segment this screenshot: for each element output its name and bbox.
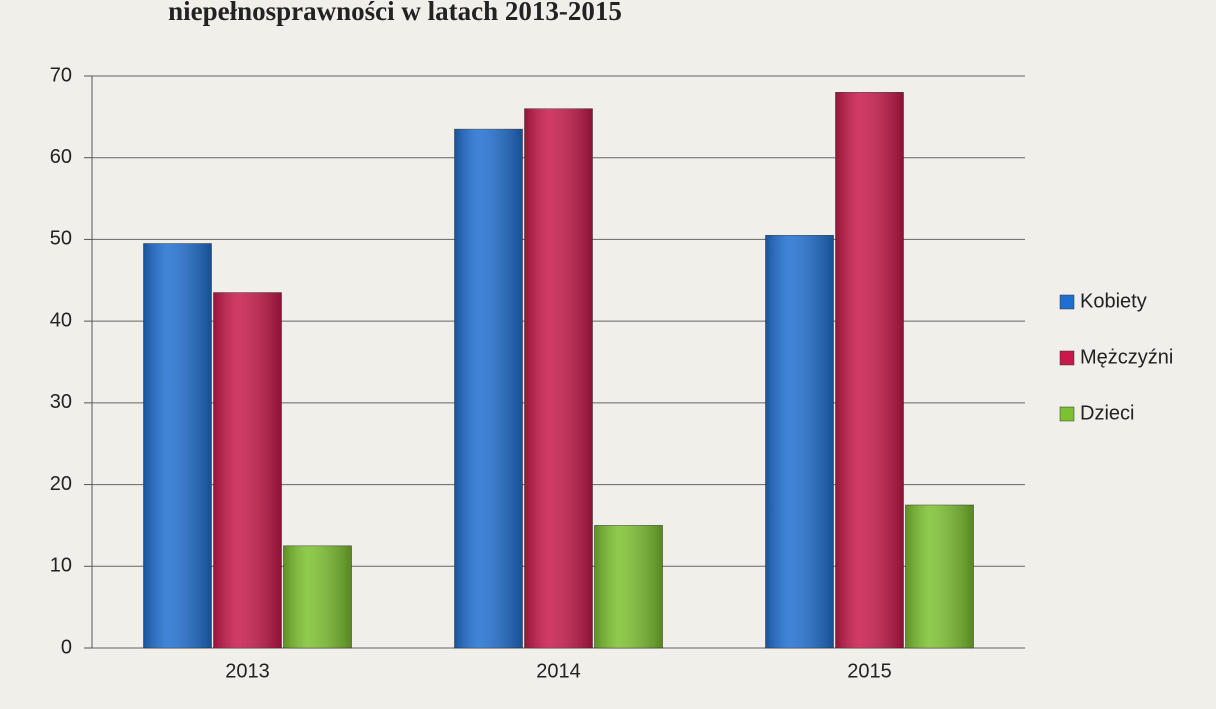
x-tick-label: 2015 — [847, 660, 892, 682]
bar-shade — [835, 92, 904, 649]
y-tick-label: 40 — [50, 309, 72, 331]
bar-shade — [524, 108, 593, 648]
bar-shade — [594, 525, 663, 648]
x-tick-label: 2014 — [536, 660, 581, 682]
bar-shade — [765, 235, 834, 649]
y-tick-label: 50 — [50, 228, 72, 250]
legend-label: Kobiety — [1080, 290, 1147, 312]
chart-title: niepełnosprawności w latach 2013-2015 — [168, 0, 622, 26]
y-tick-label: 60 — [50, 146, 72, 168]
y-tick-label: 30 — [50, 391, 72, 413]
y-tick-label: 0 — [61, 636, 72, 658]
bar-shade — [905, 505, 974, 648]
x-tick-label: 2013 — [225, 660, 270, 682]
bar-shade — [143, 243, 212, 648]
legend-swatch — [1059, 294, 1075, 310]
bar-shade — [454, 129, 523, 649]
legend-swatch — [1059, 406, 1075, 422]
legend-label: Dzieci — [1080, 402, 1134, 424]
legend-label: Mężczyźni — [1080, 346, 1173, 368]
bar-shade — [213, 292, 282, 648]
y-tick-label: 20 — [50, 473, 72, 495]
y-tick-label: 10 — [50, 555, 72, 577]
y-tick-label: 70 — [50, 64, 72, 86]
bar-shade — [283, 545, 352, 648]
legend-swatch — [1059, 350, 1075, 366]
